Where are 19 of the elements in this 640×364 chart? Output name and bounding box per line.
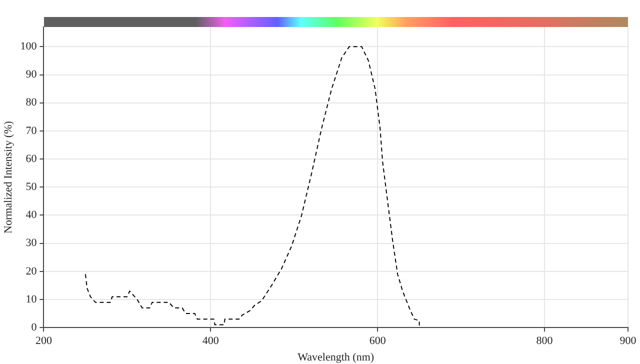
line-series	[84, 46, 420, 328]
y-tick-label: 20	[26, 265, 38, 278]
y-tick-label: 90	[26, 68, 38, 81]
y-tick-label: 70	[26, 124, 38, 137]
y-tick-label: 80	[26, 96, 38, 109]
y-tick-label: 40	[26, 209, 38, 222]
x-tick-label: 200	[35, 335, 52, 348]
x-tick-label: 400	[202, 335, 220, 348]
x-axis-title: Wavelength (nm)	[298, 351, 374, 364]
x-tick-label: 800	[536, 335, 554, 348]
y-axis-title: Normalized Intensity (%)	[2, 120, 14, 234]
y-tick-label: 0	[31, 321, 38, 334]
y-tick-label: 50	[26, 181, 38, 194]
x-tick-label: 900	[620, 335, 637, 348]
y-tick-label: 100	[20, 40, 38, 53]
y-tick-label: 10	[26, 293, 38, 306]
y-tick-label: 60	[26, 152, 38, 165]
x-tick-label: 600	[369, 335, 386, 348]
y-tick-label: 30	[26, 237, 38, 250]
